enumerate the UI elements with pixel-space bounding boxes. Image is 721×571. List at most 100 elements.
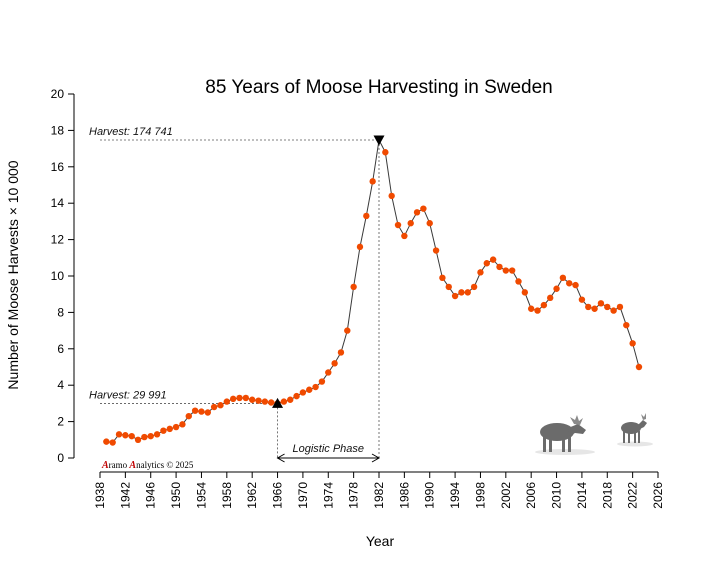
data-point (363, 212, 370, 220)
data-point (540, 301, 548, 309)
annotation-base: Harvest: 29 991 (89, 389, 167, 401)
data-point (413, 209, 421, 216)
series-path (106, 138, 640, 444)
data-point (198, 408, 205, 415)
data-point (432, 247, 440, 254)
y-tick-label: 14 (51, 196, 65, 210)
data-point (566, 280, 573, 287)
data-point (553, 285, 560, 292)
credit-text-1: ramo (109, 460, 130, 470)
credit-text-2: nalytics © 2025 (136, 460, 194, 470)
reference-lines (100, 139, 380, 458)
data-point (141, 433, 148, 441)
x-tick-label: 2018 (600, 482, 614, 509)
data-point (547, 294, 554, 302)
data-point (103, 438, 110, 445)
data-point (293, 392, 300, 400)
data-point (521, 289, 529, 296)
data-point (229, 395, 237, 403)
data-point (578, 296, 586, 303)
data-point (337, 349, 345, 356)
data-point (477, 269, 484, 276)
x-tick-label: 1966 (271, 482, 285, 509)
data-point (591, 305, 598, 312)
y-tick-label: 2 (57, 415, 64, 429)
credit-initial-b: A (128, 460, 136, 471)
data-point (426, 220, 433, 227)
x-tick-label: 2014 (575, 482, 589, 509)
triangle-up-icon (272, 397, 284, 408)
x-tick-label: 2002 (499, 482, 513, 509)
data-point (388, 192, 395, 200)
x-tick-label: 2010 (550, 482, 564, 509)
triangle-down-icon (373, 135, 385, 146)
data-point (210, 403, 218, 411)
data-point (401, 232, 408, 240)
y-tick-label: 12 (51, 233, 65, 247)
data-point (635, 363, 643, 371)
y-tick-label: 18 (51, 123, 65, 137)
data-point (616, 303, 624, 311)
data-point (496, 263, 503, 271)
data-point (115, 431, 123, 438)
arrow-right-icon (371, 453, 381, 463)
x-tick-label: 1970 (296, 482, 310, 509)
data-point (597, 300, 605, 307)
data-point (585, 303, 592, 311)
data-point (242, 394, 250, 402)
data-point (458, 289, 465, 296)
data-point (394, 221, 402, 229)
data-point (439, 274, 446, 282)
data-point (331, 360, 338, 367)
data-point (344, 327, 351, 334)
data-point (572, 281, 579, 289)
y-tick-label: 10 (51, 269, 65, 283)
data-point (559, 274, 567, 282)
data-point (153, 431, 161, 438)
data-point (610, 307, 617, 314)
data-point (299, 389, 307, 396)
data-point (508, 267, 516, 274)
x-tick-label: 1954 (194, 482, 208, 509)
credit-initial-a: A (101, 460, 109, 471)
data-point (172, 423, 180, 431)
data-point (502, 267, 510, 274)
data-point (179, 421, 186, 428)
data-point (128, 432, 135, 440)
data-point (407, 220, 414, 227)
y-tick-label: 6 (57, 342, 64, 356)
x-tick-label: 1958 (220, 482, 234, 509)
data-point (350, 283, 357, 291)
data-point (382, 149, 389, 156)
data-point (420, 205, 427, 212)
data-point (451, 292, 459, 300)
x-tick-label: 1962 (245, 482, 259, 509)
data-point (217, 402, 224, 409)
data-point (147, 432, 154, 440)
y-axis-label: Number of Moose Harvests × 10 000 (5, 160, 21, 389)
arrow-left-icon (276, 453, 285, 463)
series-line (106, 138, 640, 444)
x-tick-label: 1938 (93, 482, 107, 509)
y-tick-label: 4 (57, 378, 64, 392)
series-points (103, 149, 643, 446)
peak-markers (272, 135, 385, 408)
x-tick-label: 1950 (169, 482, 183, 509)
x-tick-label: 1990 (423, 482, 437, 509)
data-point (534, 307, 541, 314)
data-point (489, 256, 497, 263)
data-point (356, 243, 364, 251)
x-axis: 1938 1942 1946 1950 1954 1958 1962 1966 1970 1974… (93, 471, 665, 509)
x-tick-label: 1998 (473, 482, 487, 509)
x-tick-label: 1986 (397, 482, 411, 509)
data-point (623, 321, 630, 329)
x-tick-label: 1974 (321, 482, 335, 509)
data-point (122, 432, 129, 439)
data-point (255, 397, 262, 404)
data-point (470, 283, 478, 291)
data-point (166, 425, 173, 433)
data-point (464, 289, 471, 296)
data-point (185, 412, 192, 420)
credit: Aramo Analytics © 2025 (101, 460, 194, 471)
y-axis: 0 2 4 6 8 10 12 14 16 18 20 (51, 87, 75, 465)
